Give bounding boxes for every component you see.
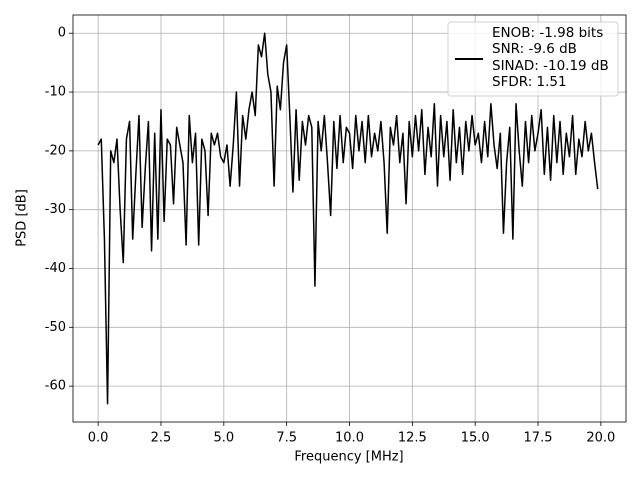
- x-tick-label: 17.5: [524, 431, 553, 446]
- legend-box: [447, 21, 619, 97]
- x-tick-label: 0.0: [88, 431, 109, 446]
- legend-label: ENOB: -1.98 bits SNR: -9.6 dB SINAD: -10…: [492, 25, 609, 90]
- x-axis-label: Frequency [MHz]: [294, 450, 403, 465]
- x-tick-label: 15.0: [461, 431, 490, 446]
- y-tick-label: -10: [45, 85, 66, 100]
- y-tick-label: -50: [45, 320, 66, 335]
- y-tick-label: 0: [58, 26, 66, 41]
- y-tick-label: -60: [45, 379, 66, 394]
- x-tick-label: 7.5: [276, 431, 297, 446]
- x-tick-label: 2.5: [151, 431, 172, 446]
- y-tick-label: -30: [45, 202, 66, 217]
- y-tick-label: -40: [45, 261, 66, 276]
- y-tick-label: -20: [45, 143, 66, 158]
- series-line: [97, 32, 599, 405]
- axes-frame: [72, 14, 627, 423]
- x-tick-label: 10.0: [335, 431, 364, 446]
- x-tick-label: 20.0: [586, 431, 615, 446]
- x-tick-label: 12.5: [398, 431, 427, 446]
- y-axis-label: PSD [dB]: [15, 189, 30, 247]
- x-tick-label: 5.0: [213, 431, 234, 446]
